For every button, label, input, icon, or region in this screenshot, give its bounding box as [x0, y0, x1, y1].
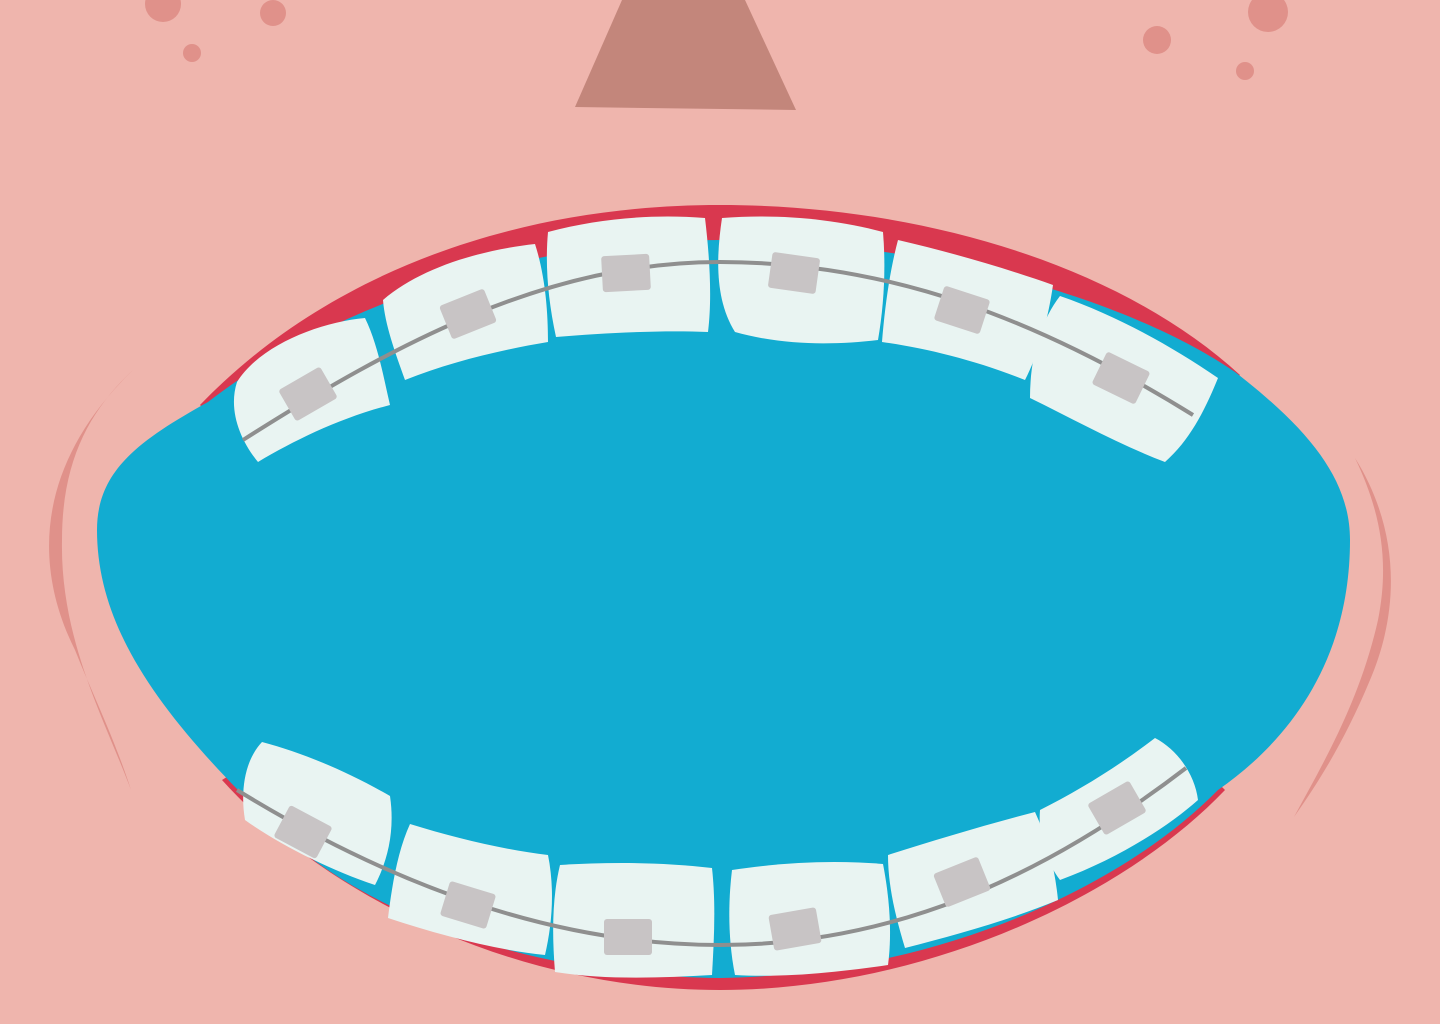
freckle-icon: [1248, 0, 1288, 32]
upper-brackets: [279, 252, 1150, 421]
bracket-icon: [768, 907, 822, 951]
freckle-icon: [1236, 62, 1254, 80]
lower-arch-wire: [235, 766, 1188, 948]
tooth-icon: [243, 742, 392, 885]
freckles-right: [1143, 0, 1288, 80]
lower-brackets: [274, 781, 1146, 955]
bracket-icon: [274, 805, 332, 859]
upper-teeth: [233, 216, 1218, 462]
mouth-interior: [97, 240, 1350, 978]
freckle-icon: [1143, 26, 1171, 54]
bracket-icon: [1092, 352, 1150, 404]
bracket-icon: [933, 857, 991, 907]
upper-gum: [200, 205, 1240, 418]
bracket-icon: [1088, 781, 1146, 835]
bracket-icon: [440, 881, 496, 929]
bracket-icon: [279, 367, 337, 421]
freckle-icon: [260, 0, 286, 26]
freckles-left: [145, 0, 286, 62]
bracket-icon: [601, 253, 651, 293]
upper-arch-wire: [241, 259, 1195, 442]
freckle-icon: [145, 0, 181, 22]
nose-icon: [575, 0, 796, 110]
bracket-icon: [934, 286, 990, 334]
bracket-icon: [604, 919, 652, 955]
freckle-icon: [183, 44, 201, 62]
bracket-icon: [439, 289, 497, 339]
bracket-icon: [768, 252, 820, 294]
